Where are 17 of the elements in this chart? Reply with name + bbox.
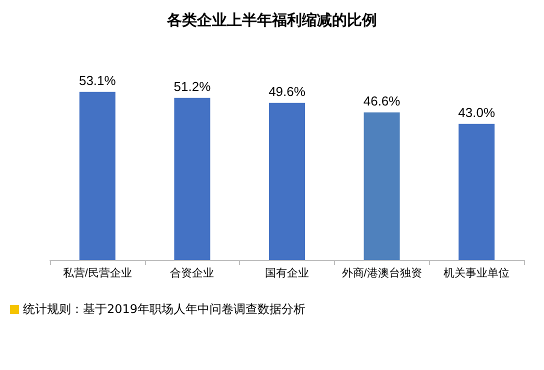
chart-title: 各类企业上半年福利缩减的比例 xyxy=(166,12,377,29)
data-label: 53.1% xyxy=(78,72,116,88)
x-tick-label: 私营/民营企业 xyxy=(62,266,132,280)
data-label: 51.2% xyxy=(174,78,212,94)
bar xyxy=(364,112,400,260)
x-tick-label: 机关事业单位 xyxy=(444,266,510,280)
x-tick-label: 外商/港澳台独资 xyxy=(342,266,422,280)
bar xyxy=(458,124,495,260)
x-tick-label: 合资企业 xyxy=(170,266,214,280)
data-label: 49.6% xyxy=(268,84,306,99)
text: 统计规则：基于2019年职场人年中问卷调查数据分析 xyxy=(23,300,306,318)
bar xyxy=(174,98,210,260)
data-label: 43.0% xyxy=(458,104,496,120)
bar xyxy=(79,92,116,260)
bar xyxy=(269,102,305,260)
data-label: 46.6% xyxy=(363,93,401,108)
x-tick-label: 国有企业 xyxy=(265,266,309,280)
